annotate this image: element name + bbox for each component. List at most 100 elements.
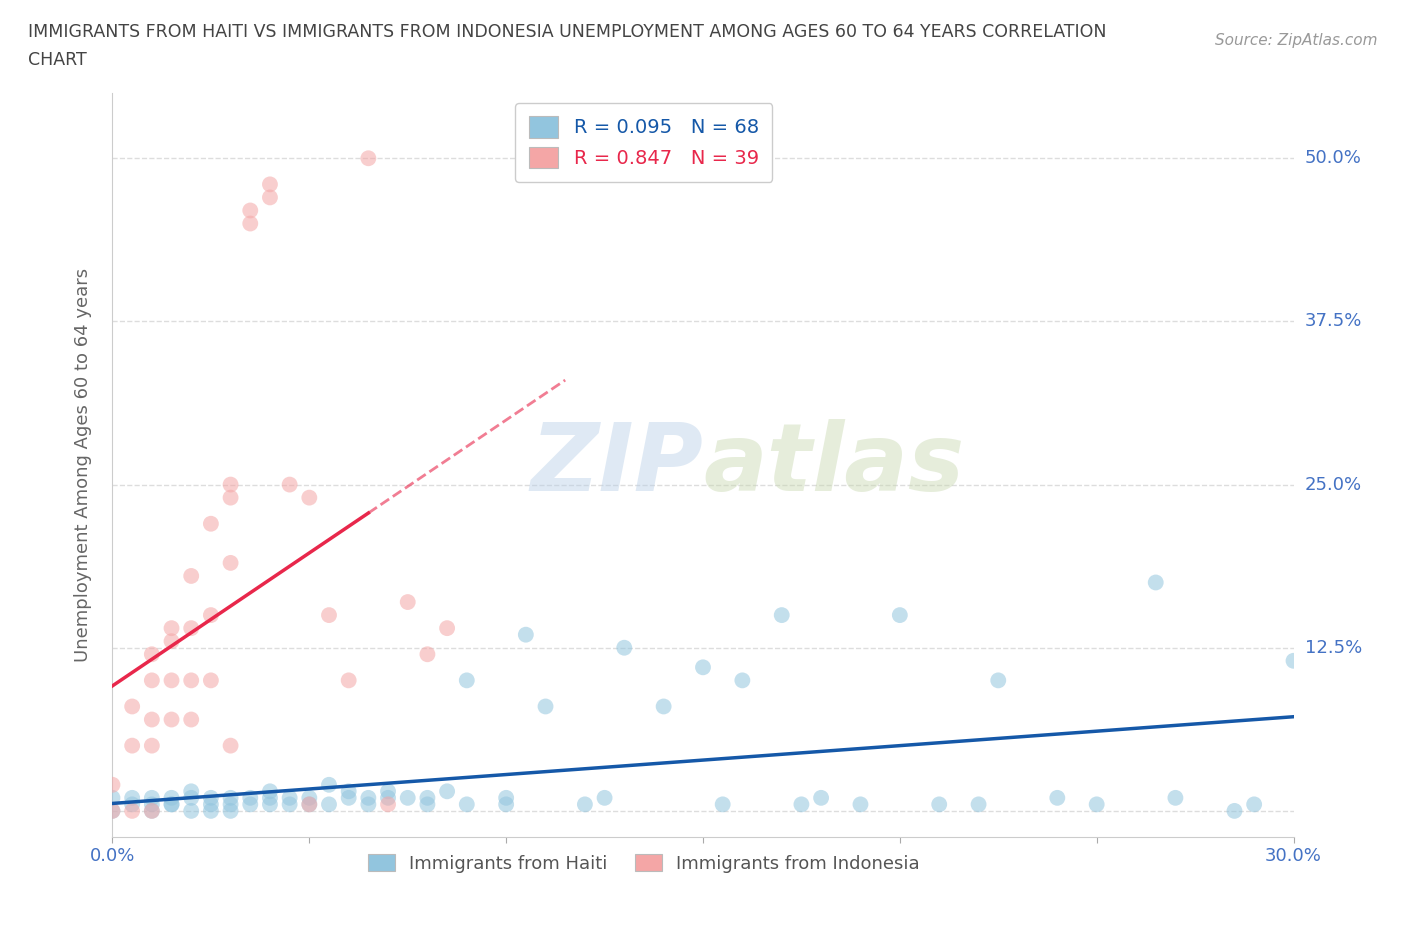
Point	[318, 797, 340, 812]
Text: 25.0%: 25.0%	[1305, 475, 1362, 494]
Point	[219, 555, 242, 570]
Point	[1164, 790, 1187, 805]
Point	[416, 790, 439, 805]
Point	[534, 699, 557, 714]
Text: atlas: atlas	[703, 419, 965, 511]
Point	[318, 607, 340, 622]
Point	[318, 777, 340, 792]
Point	[101, 790, 124, 805]
Point	[180, 804, 202, 818]
Point	[298, 797, 321, 812]
Point	[141, 647, 163, 662]
Point	[160, 673, 183, 688]
Point	[239, 790, 262, 805]
Point	[416, 797, 439, 812]
Point	[121, 804, 143, 818]
Point	[456, 797, 478, 812]
Point	[141, 673, 163, 688]
Point	[770, 607, 793, 622]
Point	[101, 777, 124, 792]
Point	[180, 712, 202, 727]
Point	[1282, 654, 1305, 669]
Point	[219, 477, 242, 492]
Point	[141, 797, 163, 812]
Point	[121, 797, 143, 812]
Point	[357, 797, 380, 812]
Point	[298, 797, 321, 812]
Point	[200, 804, 222, 818]
Point	[259, 190, 281, 205]
Point	[239, 203, 262, 218]
Point	[495, 790, 517, 805]
Point	[141, 804, 163, 818]
Point	[652, 699, 675, 714]
Point	[160, 790, 183, 805]
Point	[259, 790, 281, 805]
Point	[1223, 804, 1246, 818]
Point	[790, 797, 813, 812]
Point	[121, 699, 143, 714]
Text: 50.0%: 50.0%	[1305, 149, 1361, 167]
Point	[278, 797, 301, 812]
Point	[810, 790, 832, 805]
Point	[121, 738, 143, 753]
Point	[337, 790, 360, 805]
Point	[219, 804, 242, 818]
Point	[396, 594, 419, 609]
Point	[141, 804, 163, 818]
Point	[219, 797, 242, 812]
Point	[180, 673, 202, 688]
Point	[259, 784, 281, 799]
Point	[849, 797, 872, 812]
Point	[613, 640, 636, 655]
Point	[1144, 575, 1167, 590]
Point	[141, 738, 163, 753]
Point	[200, 790, 222, 805]
Point	[101, 804, 124, 818]
Point	[357, 790, 380, 805]
Point	[357, 151, 380, 166]
Point	[141, 790, 163, 805]
Point	[200, 797, 222, 812]
Point	[1085, 797, 1108, 812]
Point	[928, 797, 950, 812]
Point	[731, 673, 754, 688]
Point	[495, 797, 517, 812]
Point	[180, 620, 202, 635]
Point	[200, 516, 222, 531]
Point	[121, 790, 143, 805]
Point	[160, 797, 183, 812]
Point	[692, 660, 714, 675]
Point	[180, 784, 202, 799]
Point	[239, 797, 262, 812]
Point	[180, 790, 202, 805]
Point	[278, 477, 301, 492]
Point	[593, 790, 616, 805]
Point	[160, 633, 183, 648]
Point	[416, 647, 439, 662]
Point	[377, 790, 399, 805]
Point	[337, 784, 360, 799]
Point	[987, 673, 1010, 688]
Point	[160, 797, 183, 812]
Point	[278, 790, 301, 805]
Point	[456, 673, 478, 688]
Point	[967, 797, 990, 812]
Point	[160, 712, 183, 727]
Point	[889, 607, 911, 622]
Point	[337, 673, 360, 688]
Point	[1046, 790, 1069, 805]
Point	[298, 490, 321, 505]
Point	[219, 738, 242, 753]
Point	[436, 620, 458, 635]
Point	[436, 784, 458, 799]
Point	[377, 784, 399, 799]
Y-axis label: Unemployment Among Ages 60 to 64 years: Unemployment Among Ages 60 to 64 years	[73, 268, 91, 662]
Legend: Immigrants from Haiti, Immigrants from Indonesia: Immigrants from Haiti, Immigrants from I…	[361, 847, 927, 880]
Point	[377, 797, 399, 812]
Point	[200, 673, 222, 688]
Point	[259, 177, 281, 192]
Point	[515, 627, 537, 642]
Text: 12.5%: 12.5%	[1305, 639, 1362, 657]
Point	[219, 790, 242, 805]
